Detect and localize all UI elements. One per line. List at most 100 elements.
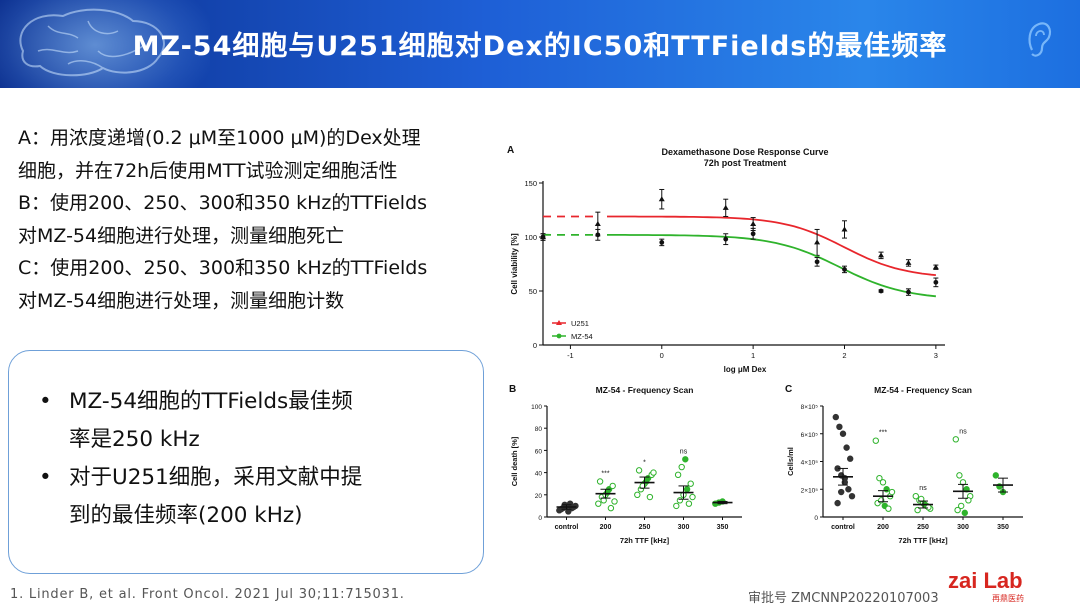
x-tick-label: 200 <box>600 524 612 531</box>
x-tick-label: 350 <box>717 524 729 531</box>
x-tick-label: 3 <box>934 351 938 360</box>
y-tick-label: 60 <box>535 448 543 455</box>
x-tick-label: 2 <box>842 351 846 360</box>
data-point <box>842 267 847 272</box>
ear-icon <box>1028 22 1052 57</box>
method-line: 对MZ-54细胞进行处理，测量细胞计数 <box>18 289 345 312</box>
data-point <box>876 474 883 482</box>
data-point <box>883 486 890 493</box>
conclusion-callout: • MZ-54细胞的TTFields最佳频 率是250 kHz • 对于U251… <box>8 350 484 574</box>
data-point <box>750 221 757 227</box>
panel-label: C <box>785 384 792 395</box>
data-point <box>879 479 887 486</box>
y-tick-label: 0 <box>814 515 818 522</box>
data-point <box>650 469 657 476</box>
method-line: C：使用200、250、300和350 kHz的TTFields <box>18 257 428 279</box>
method-line: 细胞，并在72h后使用MTT试验测定细胞活性 <box>18 159 398 182</box>
method-line: 对MZ-54细胞进行处理，测量细胞死亡 <box>18 224 345 247</box>
brain-icon <box>19 8 165 77</box>
y-tick-label: 80 <box>535 426 543 433</box>
data-point <box>925 504 932 511</box>
data-point <box>611 498 618 505</box>
y-axis-label: Cells/ml <box>786 447 795 476</box>
data-point <box>885 505 892 512</box>
approval-number: 审批号 ZMCNNP20220107003 <box>748 591 939 606</box>
y-tick-label: 0 <box>533 341 537 350</box>
y-axis-label: Cell viability [%] <box>510 233 519 295</box>
data-point <box>839 430 847 437</box>
bullet-icon: • <box>39 389 52 414</box>
significance-label: ns <box>959 428 967 435</box>
data-point <box>634 491 641 498</box>
curve-fit-MZ-54 <box>607 234 936 298</box>
x-tick-label: 300 <box>678 524 690 531</box>
data-point <box>918 495 925 503</box>
chart-title: MZ-54 - Frequency Scan <box>874 385 972 395</box>
y-tick-label: 50 <box>529 287 537 296</box>
logo-subtext: 再鼎医药 <box>992 594 1024 603</box>
y-tick-label: 4×10⁵ <box>801 460 819 467</box>
x-tick-label: 350 <box>997 524 1009 531</box>
y-tick-label: 8×10⁵ <box>801 404 819 411</box>
conclusion-line: MZ-54细胞的TTFields最佳频 <box>69 389 353 414</box>
conclusion-line: 率是250 kHz <box>69 427 200 452</box>
x-tick-label: -1 <box>567 351 574 360</box>
data-point <box>952 436 959 443</box>
data-point <box>834 499 841 507</box>
significance-label: * <box>643 459 646 466</box>
x-axis-label: 72h TTF [kHz] <box>898 536 948 545</box>
data-point <box>659 240 665 245</box>
data-point <box>609 482 616 490</box>
data-point <box>954 506 961 514</box>
data-point <box>958 502 965 510</box>
data-point <box>838 488 845 496</box>
x-tick-label: control <box>555 524 579 531</box>
reference-footnote: 1. Linder B, et al. Front Oncol. 2021 Ju… <box>10 587 405 602</box>
panel-label: B <box>509 384 516 395</box>
conclusion-item: • MZ-54细胞的TTFields最佳频 率是250 kHz <box>39 383 469 459</box>
data-point <box>673 502 680 510</box>
conclusion-item: • 对于U251细胞，采用文献中提 到的最佳频率(200 kHz) <box>39 459 469 535</box>
zailab-logo: zai Lab 再鼎医药 <box>948 568 1058 603</box>
x-tick-label: 250 <box>917 524 929 531</box>
x-tick-label: control <box>831 524 855 531</box>
data-point <box>843 444 850 451</box>
data-point <box>595 500 602 507</box>
data-point <box>847 455 854 462</box>
data-point <box>836 423 843 431</box>
data-point <box>607 504 615 512</box>
legend-label: U251 <box>571 319 589 328</box>
data-point <box>961 509 968 517</box>
legend-marker <box>556 320 562 325</box>
significance-label: ns <box>680 448 688 455</box>
data-point <box>912 492 919 500</box>
y-tick-label: 100 <box>531 404 542 411</box>
chart-title: Dexamethasone Dose Response Curve <box>661 147 828 157</box>
data-point <box>658 196 665 202</box>
data-point <box>933 279 939 285</box>
data-point <box>635 467 643 474</box>
y-tick-label: 6×10⁵ <box>801 432 819 439</box>
legend-marker <box>556 333 562 339</box>
curve-fit-U251 <box>607 215 936 276</box>
chart-subtitle: 72h post Treatment <box>704 158 787 168</box>
significance-label: *** <box>879 430 887 437</box>
data-point <box>832 413 839 421</box>
panel-label: A <box>507 145 514 156</box>
x-axis-label: 72h TTF [kHz] <box>620 536 670 545</box>
logo-text: zai Lab <box>948 568 1023 593</box>
conclusion-line: 到的最佳频率(200 kHz) <box>69 503 303 528</box>
data-point <box>682 456 689 463</box>
data-point <box>848 492 856 500</box>
significance-label: ns <box>919 485 927 492</box>
data-point <box>914 506 921 514</box>
y-axis-label: Cell death [%] <box>510 436 519 486</box>
legend-label: MZ-54 <box>571 332 593 341</box>
significance-label: *** <box>601 470 609 477</box>
data-point <box>685 500 693 507</box>
data-point <box>646 493 654 501</box>
data-point <box>540 234 546 240</box>
data-point <box>596 478 604 485</box>
y-tick-label: 150 <box>524 179 537 188</box>
